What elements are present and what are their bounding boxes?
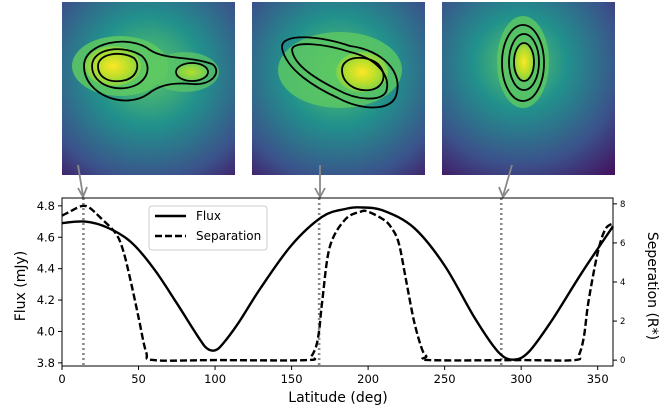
y-left-tick-label: 3.8 [37,356,55,370]
inset-arrowhead-3 [498,186,510,199]
x-tick-label: 300 [510,372,532,386]
inset-arrow-3 [502,164,513,197]
y-left-tick-label: 4.0 [37,324,55,338]
x-tick-label: 250 [434,372,456,386]
y-right-tick-label: 4 [620,278,625,288]
inset-image-1 [62,2,235,175]
inset-contour-middle [508,33,540,91]
y-right-tick-label: 0 [620,356,625,366]
legend: Flux Separation [148,205,268,251]
x-tick-label: 100 [204,372,226,386]
inset-arrows [77,164,513,200]
inset-contour-outer [83,40,218,102]
inset-arrowhead-1 [77,186,88,200]
x-axis-ticks: 0 50 100 150 200 250 300 350 [58,366,609,386]
inset-contour-inner [341,56,385,92]
y-right-tick-label: 6 [620,239,625,249]
inset-contour-inner [97,52,139,83]
y-right-tick-label: 8 [620,200,625,210]
y-axis-left-ticks: 3.8 4.0 4.2 4.4 4.6 4.8 [37,199,62,370]
inset-arrow-1 [77,164,84,197]
y-axis-right-ticks: 0 2 4 6 8 [613,200,625,366]
inset-contour-middle [291,43,389,100]
x-tick-label: 0 [58,372,65,386]
inset-contour-small [175,62,209,82]
y-left-tick-label: 4.4 [37,262,55,276]
y-left-tick-label: 4.6 [37,230,55,244]
y-axis-left-label: Flux (mJy) [13,251,29,322]
plot-frame [61,197,614,367]
legend-separation-label: Separation [196,229,261,243]
inset-arrowhead-2 [314,187,326,199]
inset-contour-inner [513,42,535,82]
inset-contour-outer [501,24,545,102]
series-line-flux [61,206,614,361]
inset-image-2 [252,2,425,175]
y-left-tick-label: 4.2 [37,293,55,307]
marker-lines [82,198,503,366]
plot-area: 0 50 100 150 200 250 300 350 3.8 4.0 4.2 4.4 4.6 4.8… [37,197,625,386]
legend-flux-label: Flux [196,209,221,223]
series-lines [61,204,614,362]
inset-contour-outer [281,36,399,109]
inset-image-3 [442,2,615,175]
y-left-tick-label: 4.8 [37,199,55,213]
x-tick-label: 150 [281,372,303,386]
x-axis-label: Latitude (deg) [288,390,387,406]
x-tick-label: 200 [357,372,379,386]
y-right-tick-label: 2 [620,317,625,327]
y-axis-right-label: Seperation (R*) [644,232,660,340]
series-line-separation [61,204,614,362]
x-tick-label: 350 [587,372,609,386]
x-tick-label: 50 [131,372,146,386]
inset-contour-middle [91,48,149,90]
